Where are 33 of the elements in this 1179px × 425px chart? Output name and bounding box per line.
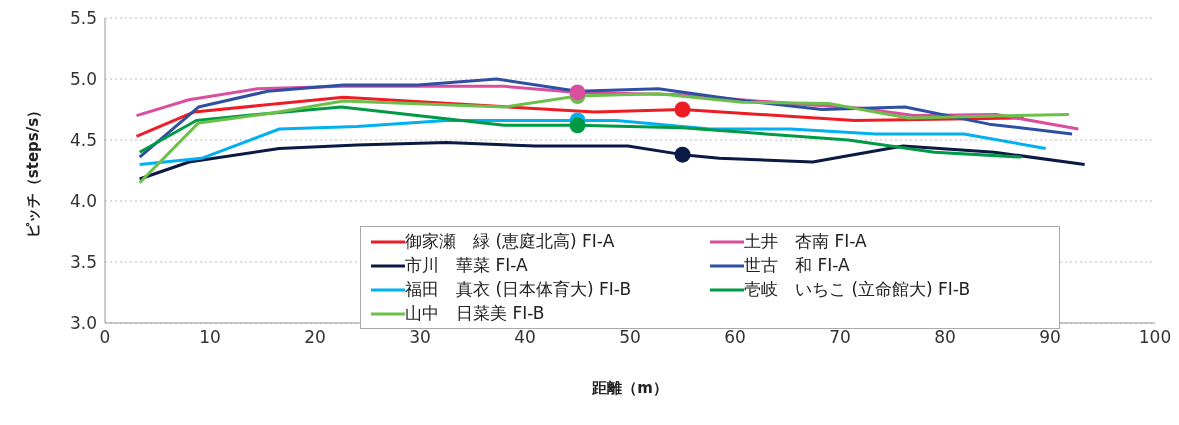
- y-tick-label: 4.5: [69, 130, 97, 151]
- x-tick-label: 40: [514, 327, 536, 348]
- x-tick-label: 50: [619, 327, 641, 348]
- x-axis-title: 距離（m）: [591, 379, 668, 397]
- line-series: [138, 105, 1024, 159]
- x-tick-label: 30: [409, 327, 431, 348]
- x-tick-label: 70: [829, 327, 851, 348]
- point: [674, 101, 691, 118]
- point: [569, 117, 586, 134]
- line-series: [138, 140, 1087, 181]
- y-tick-label: 4.0: [69, 191, 97, 212]
- legend-label: 御家瀬 緑 (恵庭北高) FI-A: [405, 230, 615, 253]
- x-tick-label: 80: [934, 327, 956, 348]
- x-tick-label: 60: [724, 327, 746, 348]
- y-axis-title: ピッチ（steps/s）: [24, 102, 43, 239]
- legend-label: 市川 華菜 FI-A: [405, 254, 528, 277]
- legend-label: 山中 日菜美 FI-B: [405, 302, 545, 325]
- legend-label: 世古 和 FI-A: [744, 254, 850, 277]
- line-series: [138, 77, 1074, 159]
- x-tick-label: 10: [199, 327, 221, 348]
- y-tick-label: 5.0: [69, 69, 97, 90]
- y-tick-label: 3.5: [69, 252, 97, 273]
- legend-label: 福田 真衣 (日本体育大) FI-B: [405, 278, 632, 301]
- y-tick-label: 5.5: [69, 8, 97, 29]
- x-tick-label: 90: [1039, 327, 1061, 348]
- legend-label: 土井 杏南 FI-A: [744, 230, 867, 253]
- y-tick-label: 3.0: [69, 313, 97, 334]
- x-tick-label: 20: [304, 327, 326, 348]
- point: [674, 146, 691, 163]
- x-tick-label: 100: [1138, 327, 1172, 348]
- point: [569, 84, 586, 101]
- legend-label: 壱岐 いちこ (立命館大) FI-B: [744, 278, 971, 301]
- x-tick-label: 0: [99, 327, 111, 348]
